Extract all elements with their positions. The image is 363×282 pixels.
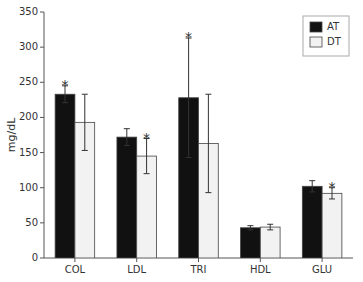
bar [302, 186, 322, 258]
error-cap [267, 229, 273, 230]
y-tick-label: 50 [25, 217, 38, 228]
error-line [208, 94, 209, 192]
error-cap [247, 229, 253, 230]
error-bar [186, 38, 192, 157]
y-tick [40, 222, 44, 223]
x-tick-label: TRI [189, 264, 206, 275]
x-tick-label: COL [65, 264, 86, 275]
legend-swatch [310, 37, 322, 47]
x-axis: COL LDL TRI HDL GLU [44, 258, 353, 275]
error-cap [329, 198, 335, 199]
bar [117, 137, 137, 258]
error-cap [186, 157, 192, 158]
y-tick-label: 300 [19, 41, 38, 52]
error-cap [82, 94, 88, 95]
error-bar [267, 224, 273, 230]
y-tick-label: 200 [19, 111, 38, 122]
error-line [84, 94, 85, 150]
y-tick-label: 150 [19, 147, 38, 158]
annotation: * [143, 130, 150, 146]
bar [260, 227, 280, 258]
bars [55, 38, 342, 258]
error-cap [267, 224, 273, 225]
error-cap [247, 225, 253, 226]
error-line [270, 224, 271, 230]
error-line [126, 129, 127, 146]
error-line [250, 226, 251, 230]
y-tick [40, 152, 44, 153]
y-tick [40, 258, 44, 259]
y-axis: 0 50 100 150 200 250 300 350 [19, 6, 44, 263]
annotation: * [328, 179, 335, 195]
error-cap [309, 191, 315, 192]
x-tick-label: LDL [127, 264, 146, 275]
error-cap [62, 102, 68, 103]
error-cap [82, 150, 88, 151]
x-tick [260, 258, 261, 262]
x-tick [198, 258, 199, 262]
x-tick [74, 258, 75, 262]
y-tick [40, 187, 44, 188]
y-tick [40, 82, 44, 83]
x-tick [322, 258, 323, 262]
error-cap [205, 94, 211, 95]
error-cap [144, 173, 150, 174]
y-tick [40, 47, 44, 48]
error-cap [309, 180, 315, 181]
error-bar [205, 94, 211, 192]
error-bar [247, 226, 253, 230]
x-tick-label: GLU [312, 264, 332, 275]
y-axis-line [44, 12, 45, 258]
x-tick-label: HDL [250, 264, 271, 275]
error-line [188, 38, 189, 157]
y-tick [40, 117, 44, 118]
y-tick-label: 100 [19, 182, 38, 193]
y-tick-label: 0 [32, 252, 38, 263]
error-line [312, 181, 313, 192]
bar [322, 193, 342, 258]
legend-swatch [310, 22, 322, 32]
annotation: * [185, 29, 192, 45]
x-tick [136, 258, 137, 262]
chart: 0 50 100 150 200 250 300 350 mg/dL COL LDL TRI HDL GL… [0, 0, 363, 282]
y-tick [40, 12, 44, 13]
bar [241, 228, 261, 258]
error-bar [82, 94, 88, 150]
legend-label: AT [327, 21, 340, 32]
error-bar [124, 129, 130, 146]
error-cap [205, 192, 211, 193]
bar [55, 94, 75, 258]
error-bar [309, 181, 315, 192]
y-axis-label: mg/dL [5, 117, 18, 152]
legend-label: DT [327, 36, 342, 47]
error-cap [124, 145, 130, 146]
annotation: * [62, 77, 69, 93]
legend: AT DT [303, 16, 349, 56]
legend-frame [303, 16, 349, 56]
error-cap [124, 128, 130, 129]
y-tick-label: 350 [19, 6, 38, 17]
y-tick-label: 250 [19, 76, 38, 87]
